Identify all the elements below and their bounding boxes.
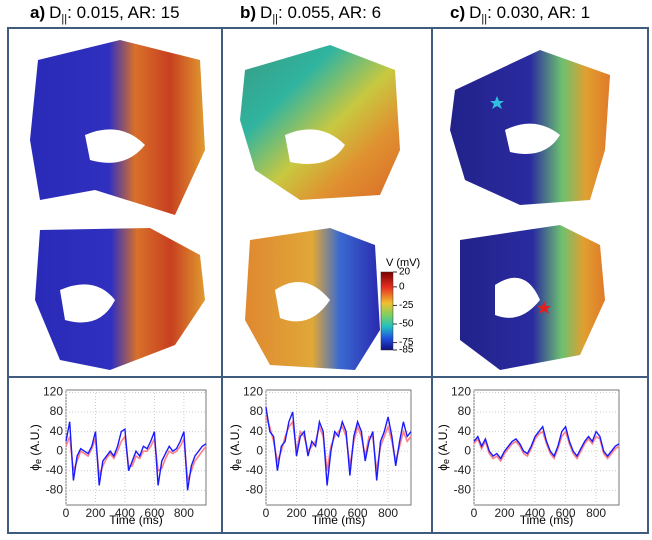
panel-label: b) [240,3,256,22]
y-tick-label: 120 [243,385,263,399]
colorbar-tick-label: -25 [399,300,414,311]
x-tick-label: 400 [115,506,135,520]
panel-text: : 0.055, AR: 6 [278,3,381,22]
series-line [473,429,620,463]
plot-area [65,389,207,506]
x-tick-label: 0 [263,506,270,520]
x-axis-label: Time (ms) [312,513,366,527]
frame [7,27,649,534]
x-tick-label: 800 [586,506,606,520]
panel-title: c) D||: 0.030, AR: 1 [450,3,590,24]
symbol: D [469,3,481,22]
colorbar-tick-label: 0 [399,281,405,292]
x-tick-label: 800 [378,506,398,520]
colorbar [380,271,394,351]
y-tick-label: -40 [454,463,472,477]
colorbar-title: V (mV) [386,257,420,269]
y-label-unit: (A.U.) [436,424,450,459]
x-tick-label: 600 [348,506,368,520]
y-label-symbol: ϕ [228,464,242,471]
y-tick-label: 0 [256,443,263,457]
y-tick-label: -80 [246,482,264,496]
series-line [65,421,207,491]
y-label-symbol: ϕ [28,464,42,471]
y-tick-label: 40 [250,424,264,438]
colorbar-tick-label: -85 [399,345,414,356]
symbol: D [260,3,272,22]
heart-render [30,40,610,370]
x-tick-label: 200 [495,506,515,520]
panel-label: a) [30,3,45,22]
x-tick-label: 0 [63,506,70,520]
y-tick-label: 120 [43,385,63,399]
x-tick-label: 400 [317,506,337,520]
y-label-sub: e [33,459,43,464]
y-tick-label: 40 [50,424,64,438]
series-line [265,416,412,471]
y-tick-label: -80 [46,482,64,496]
y-label-unit: (A.U.) [228,424,242,459]
subscript: || [272,13,278,25]
x-tick-label: 800 [174,506,194,520]
y-axis-label: ϕe (A.U.) [228,424,243,470]
symbol: D [49,3,61,22]
series-line [473,425,620,460]
y-tick-label: -40 [246,463,264,477]
y-tick-label: 80 [50,404,64,418]
y-tick-label: 0 [56,443,63,457]
y-label-symbol: ϕ [436,464,450,471]
y-axis-label: ϕe (A.U.) [436,424,451,470]
plot-area [473,389,620,506]
y-label-unit: (A.U.) [28,424,42,459]
panel-title: a) D||: 0.015, AR: 15 [30,3,180,24]
series-line [65,434,207,481]
x-axis-label: Time (ms) [520,513,574,527]
x-tick-label: 400 [525,506,545,520]
panel-title: b) D||: 0.055, AR: 6 [240,3,381,24]
panel-text: : 0.015, AR: 15 [67,3,179,22]
series-line [265,406,412,486]
colorbar-tick-label: 20 [399,267,411,278]
y-tick-label: 120 [451,385,471,399]
y-tick-label: -80 [454,482,472,496]
colorbar-tick-label: -50 [399,319,414,330]
x-tick-label: 0 [471,506,478,520]
y-tick-label: 40 [458,424,472,438]
y-tick-label: 80 [250,404,264,418]
y-label-sub: e [233,459,243,464]
y-label-sub: e [441,459,451,464]
x-tick-label: 600 [556,506,576,520]
y-axis-label: ϕe (A.U.) [28,424,43,470]
x-axis-label: Time (ms) [109,513,163,527]
plot-area [265,389,412,506]
panel-label: c) [450,3,465,22]
y-tick-label: 0 [464,443,471,457]
colorbar-tick-label: -75 [399,337,414,348]
y-tick-label: 80 [458,404,472,418]
x-tick-label: 200 [85,506,105,520]
subscript: || [61,13,67,25]
x-tick-label: 200 [287,506,307,520]
x-tick-label: 600 [144,506,164,520]
subscript: || [481,13,487,25]
y-tick-label: -40 [46,463,64,477]
panel-text: : 0.030, AR: 1 [487,3,590,22]
